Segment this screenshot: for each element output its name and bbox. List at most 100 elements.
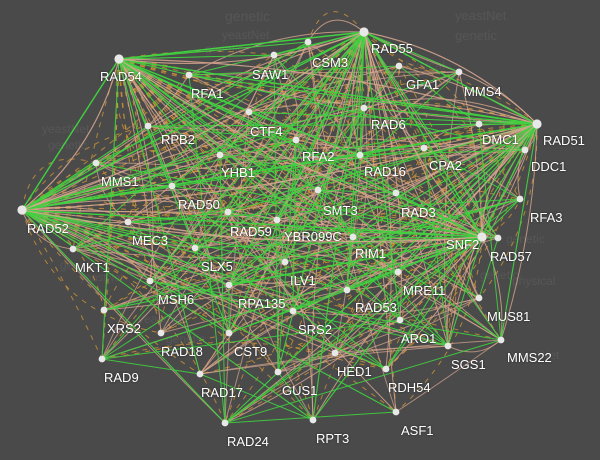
graph-node[interactable]: [98, 355, 106, 363]
edge-yeastnet: [478, 237, 499, 299]
edge-genetic: [21, 111, 250, 211]
graph-node[interactable]: [444, 342, 452, 350]
graph-node[interactable]: [349, 233, 357, 241]
graph-node[interactable]: [521, 146, 529, 154]
graph-node[interactable]: [494, 234, 502, 242]
edge-yeastnet: [228, 236, 483, 334]
graph-node[interactable]: [475, 294, 483, 302]
graph-node[interactable]: [475, 120, 483, 128]
graph-node[interactable]: [185, 71, 193, 79]
edge-physical: [118, 58, 483, 238]
edge-physical: [199, 345, 449, 375]
edge-genetic: [118, 50, 275, 60]
edge-genetic: [21, 125, 149, 211]
graph-node[interactable]: [124, 218, 132, 226]
graph-node[interactable]: [532, 119, 542, 129]
edge-yeastnet: [228, 123, 538, 286]
edge-physical: [312, 123, 538, 421]
graph-node[interactable]: [497, 336, 505, 344]
graph-node[interactable]: [395, 62, 403, 70]
graph-node[interactable]: [382, 365, 390, 373]
graph-node[interactable]: [69, 245, 77, 253]
graph-node[interactable]: [100, 306, 108, 314]
edge-yeastnet: [228, 198, 521, 286]
edge-yeastnet: [149, 280, 449, 347]
edge-genetic: [199, 236, 483, 375]
graph-node[interactable]: [146, 277, 154, 285]
edge-physical: [72, 236, 483, 259]
edge-yeastnet: [478, 123, 502, 341]
edge-physical: [188, 71, 460, 76]
edge-physical: [481, 236, 503, 341]
graph-node[interactable]: [245, 108, 253, 116]
edge-physical: [188, 74, 397, 194]
edge-yeastnet: [101, 358, 201, 375]
graph-node[interactable]: [356, 151, 364, 159]
graph-node[interactable]: [309, 416, 317, 424]
graph-node[interactable]: [225, 281, 233, 289]
edge-genetic: [21, 207, 480, 299]
edge-genetic: [21, 209, 201, 375]
graph-node[interactable]: [224, 208, 232, 216]
graph-node[interactable]: [343, 286, 351, 294]
edge-yeastnet: [363, 31, 538, 125]
graph-node[interactable]: [392, 408, 400, 416]
graph-node[interactable]: [292, 136, 300, 144]
graph-node[interactable]: [157, 329, 165, 337]
edge-genetic: [481, 198, 521, 238]
edge-yeastnet: [147, 125, 297, 141]
graph-node[interactable]: [144, 122, 152, 130]
edge-genetic: [395, 192, 483, 243]
edge-physical: [160, 123, 538, 334]
edge-physical: [363, 31, 502, 341]
graph-node[interactable]: [392, 189, 400, 197]
edge-yeastnet: [95, 31, 365, 164]
graph-node[interactable]: [270, 51, 278, 59]
graph-node[interactable]: [273, 216, 281, 224]
graph-node[interactable]: [17, 205, 27, 215]
edge-yeastnet: [363, 31, 483, 238]
graph-node[interactable]: [359, 27, 369, 37]
graph-node[interactable]: [216, 151, 224, 159]
graph-node[interactable]: [420, 144, 428, 152]
graph-node[interactable]: [477, 232, 487, 242]
edge-genetic: [103, 236, 483, 311]
graph-node[interactable]: [455, 68, 463, 76]
graph-node[interactable]: [225, 329, 233, 337]
graph-node[interactable]: [168, 182, 176, 190]
graph-node[interactable]: [281, 258, 289, 266]
graph-node[interactable]: [360, 104, 368, 112]
edge-yeastnet: [219, 31, 365, 156]
edge-yeastnet: [481, 123, 538, 238]
graph-node[interactable]: [191, 244, 199, 252]
edge-yeastnet: [101, 58, 120, 360]
graph-node[interactable]: [304, 38, 312, 46]
edge-physical: [118, 58, 162, 334]
graph-node[interactable]: [396, 316, 404, 324]
edge-yeastnet: [21, 209, 483, 238]
edge-yeastnet: [228, 31, 365, 334]
edge-physical: [363, 31, 403, 321]
graph-node[interactable]: [92, 159, 100, 167]
edge-physical: [21, 209, 294, 312]
edge-yeastnet: [118, 58, 449, 347]
graph-node[interactable]: [314, 186, 322, 194]
edge-yeastnet: [224, 236, 483, 424]
graph-node[interactable]: [516, 195, 524, 203]
edge-yeastnet: [21, 209, 226, 424]
edge-yeastnet: [127, 221, 483, 238]
graph-node[interactable]: [331, 349, 339, 357]
graph-node[interactable]: [114, 54, 124, 64]
graph-node[interactable]: [394, 268, 402, 276]
edge-genetic: [395, 236, 483, 413]
edge-yeastnet: [363, 107, 538, 125]
graph-node[interactable]: [196, 370, 204, 378]
edge-genetic: [398, 65, 538, 125]
edge-genetic: [363, 31, 480, 299]
graph-node[interactable]: [289, 307, 297, 315]
graph-node[interactable]: [221, 419, 229, 427]
graph-node[interactable]: [274, 368, 282, 376]
edge-genetic: [103, 31, 365, 311]
edge-genetic: [118, 58, 294, 312]
